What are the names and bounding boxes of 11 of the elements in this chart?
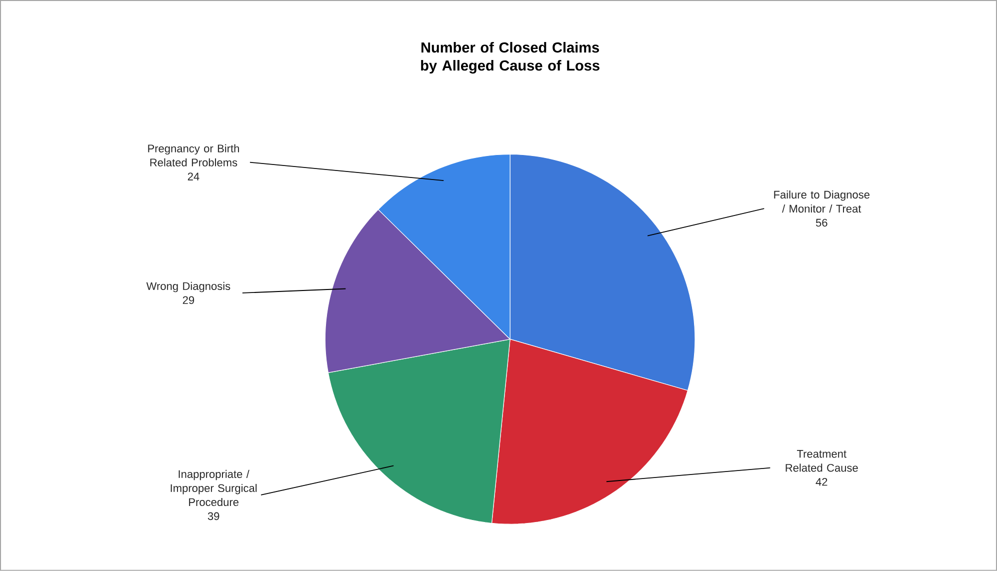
data-label: 39	[208, 512, 220, 520]
slice-label: Treatment Related Cause	[786, 450, 858, 472]
slice-label: Failure to Diagnose / Monitor / Treat	[774, 190, 870, 213]
data-label: 24	[188, 172, 200, 180]
slice-label: Inappropriate / Improper Surgical Procedure	[170, 470, 257, 506]
slice-label: Wrong Diagnosis	[146, 282, 230, 292]
data-label: 56	[816, 218, 828, 227]
slice-label: Pregnancy or Birth Related Problems	[148, 144, 239, 166]
chart-title: Number of Closed Claims by Alleged Cause of Loss	[421, 42, 600, 74]
data-label: 42	[816, 478, 828, 486]
data-label: 29	[182, 296, 194, 304]
